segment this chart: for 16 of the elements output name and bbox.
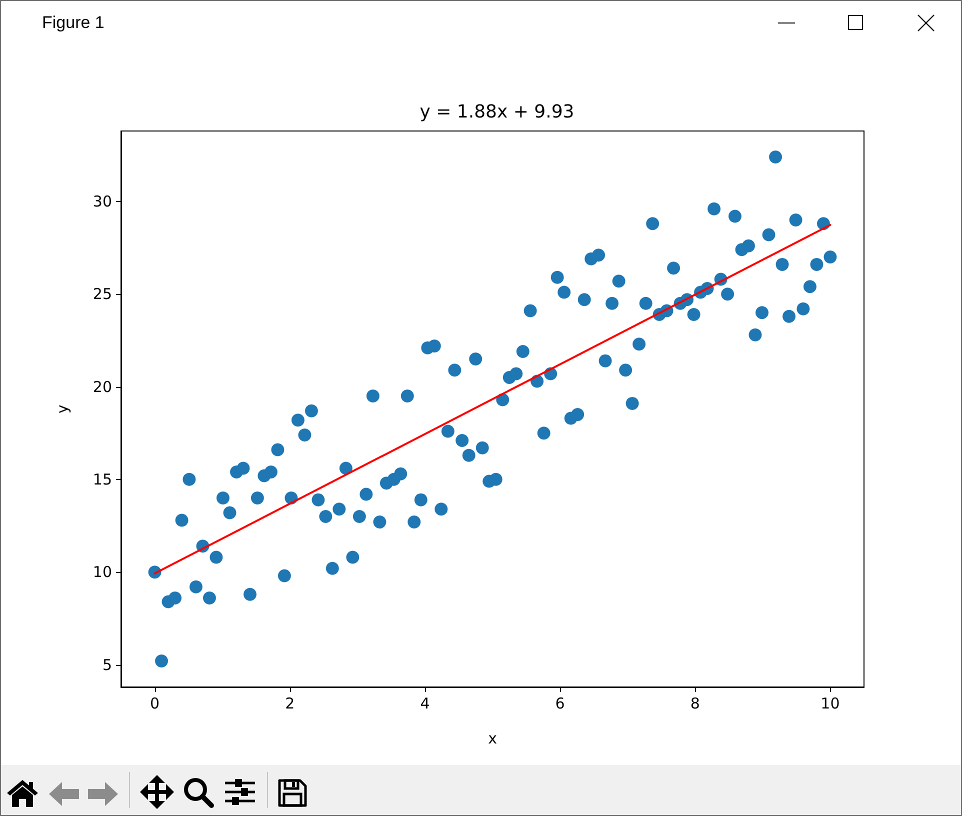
x-tick-label: 2: [285, 694, 295, 712]
y-tick-label: 25: [92, 285, 112, 304]
x-axis-title: x: [488, 730, 498, 748]
x-tick-label: 10: [820, 694, 840, 712]
y-tick-label: 15: [92, 470, 112, 488]
x-tick-label: 6: [555, 694, 565, 712]
caption: Figure 1: [42, 13, 104, 32]
x-tick-label: 4: [420, 694, 430, 712]
y-tick-label: 20: [92, 378, 112, 396]
y-tick-label: 10: [92, 563, 112, 582]
y-axis-title: y: [54, 404, 72, 414]
y-tick-label: 30: [92, 192, 112, 210]
y-tick-label: 5: [102, 656, 112, 674]
x-tick-label: 8: [690, 694, 700, 712]
x-tick-label: 0: [150, 694, 160, 712]
chart-title: y = 1.88x + 9.93: [420, 102, 574, 122]
